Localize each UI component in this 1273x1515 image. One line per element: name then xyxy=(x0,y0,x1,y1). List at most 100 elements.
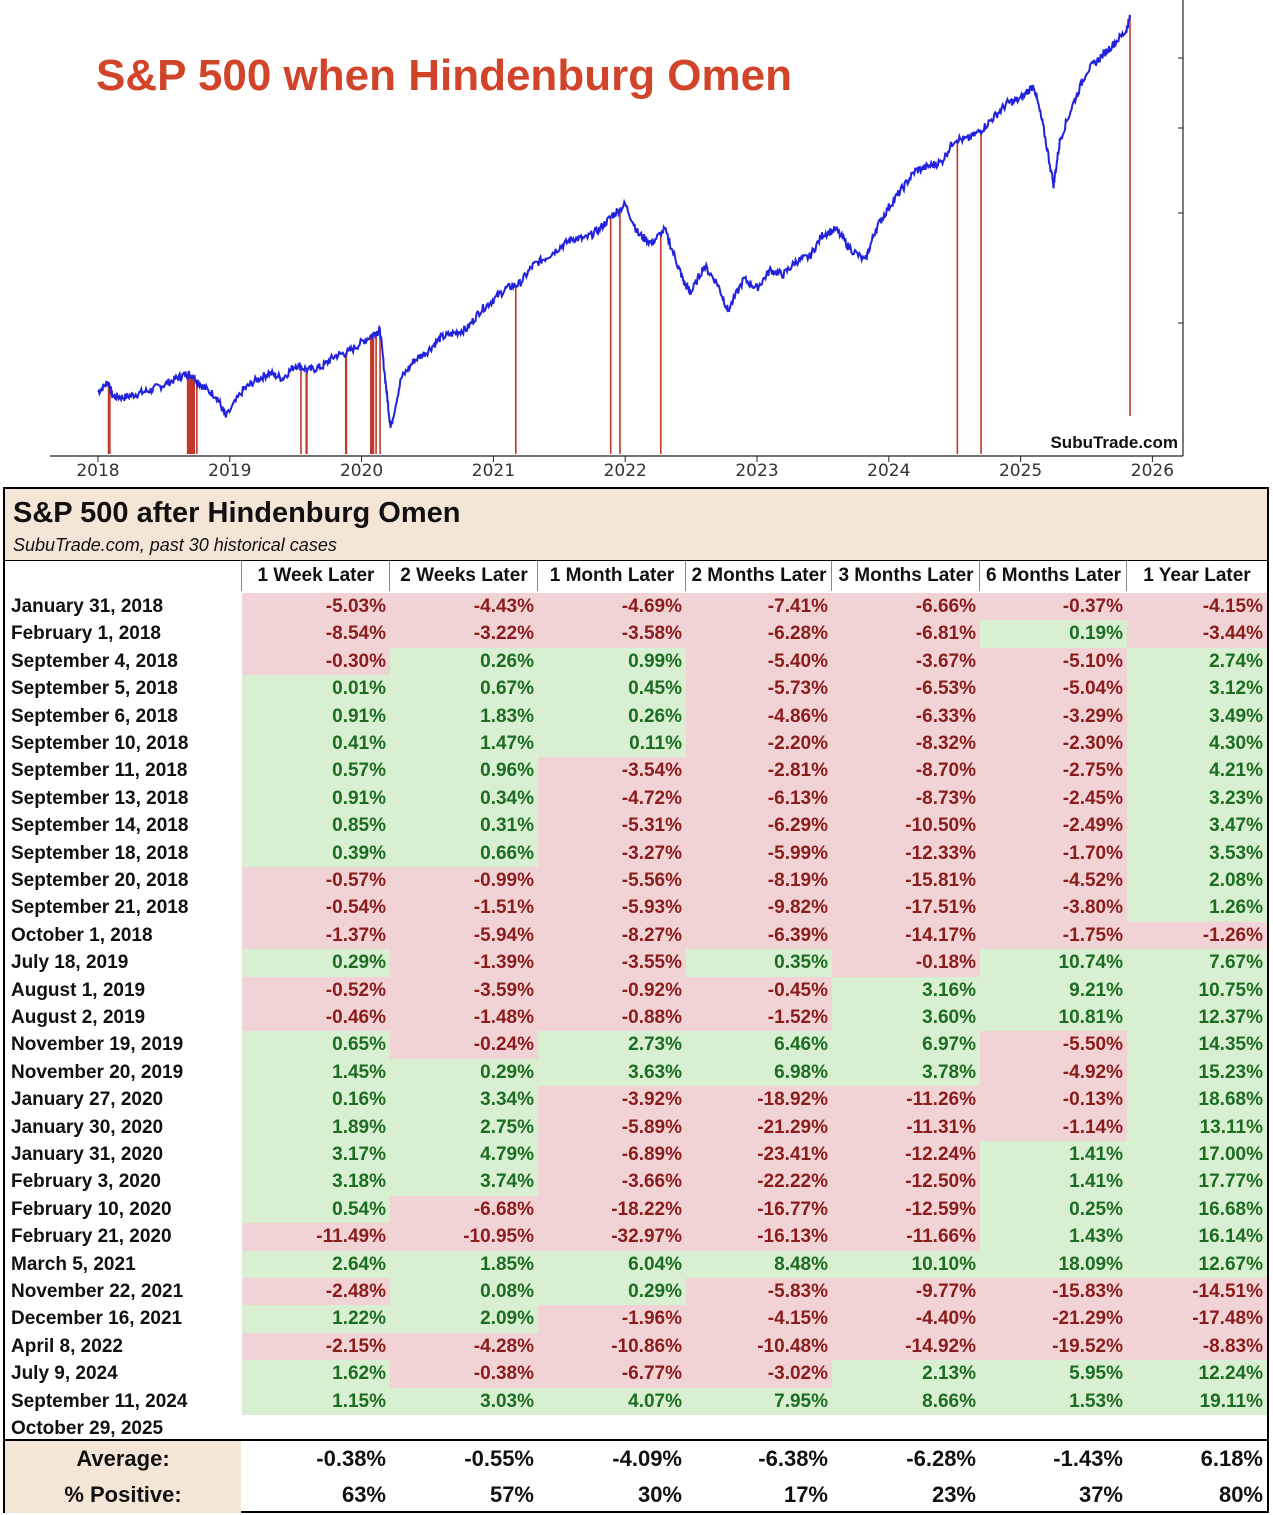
table-header: S&P 500 after Hindenburg Omen SubuTrade.… xyxy=(5,489,1267,561)
value-cell: 3.63% xyxy=(538,1058,686,1087)
value-cell: 3.78% xyxy=(832,1058,980,1087)
value-cell: -1.37% xyxy=(242,921,390,950)
value-cell: -5.10% xyxy=(980,647,1127,676)
table-row: September 4, 2018 -0.30% 0.26% 0.99% -5.40% -… xyxy=(5,647,1267,676)
value-cell: -17.48% xyxy=(1127,1305,1267,1333)
summary-value: 37% xyxy=(1078,1482,1123,1507)
value-cell: -0.24% xyxy=(390,1031,538,1059)
value-cell: 15.23% xyxy=(1127,1058,1267,1087)
value-cell: 4.07% xyxy=(538,1387,686,1415)
value-cell: -8.32% xyxy=(832,730,980,758)
table-row: February 21, 2020 -11.49% -10.95% -32.97% -1… xyxy=(5,1223,1267,1251)
value-cell: 18.09% xyxy=(980,1250,1127,1278)
value-cell: -9.77% xyxy=(832,1278,980,1306)
value-cell: -4.15% xyxy=(1127,593,1267,621)
value-cell: 8.48% xyxy=(686,1250,832,1278)
column-separator xyxy=(537,561,538,591)
value-cell: 2.13% xyxy=(832,1360,980,1388)
row-date: January 30, 2020 xyxy=(11,1116,164,1138)
value-cell: 6.97% xyxy=(832,1031,980,1059)
row-date: October 29, 2025 xyxy=(11,1418,164,1439)
value-cell: -5.03% xyxy=(242,593,390,621)
column-separator xyxy=(831,561,832,591)
value-cell: 6.98% xyxy=(686,1058,832,1087)
x-tick-label: 2018 xyxy=(76,461,119,481)
value-cell: -17.51% xyxy=(832,894,980,922)
value-cell: 1.41% xyxy=(980,1168,1127,1196)
value-cell: 0.08% xyxy=(390,1278,538,1306)
table-row: September 14, 2018 0.85% 0.31% -5.31% -6.29%… xyxy=(5,812,1267,840)
value-cell: -6.77% xyxy=(538,1360,686,1388)
value-cell: -10.48% xyxy=(686,1332,832,1361)
x-tick-label: 2021 xyxy=(472,461,515,481)
table-row: January 30, 2020 1.89% 2.75% -5.89% -21.29% -… xyxy=(5,1113,1267,1141)
summary-value: 57% xyxy=(489,1482,534,1507)
table-row: December 16, 2021 1.22% 2.09% -1.96% -4.15% -… xyxy=(5,1305,1267,1333)
value-cell: 0.39% xyxy=(242,839,390,867)
value-cell: -0.30% xyxy=(242,647,390,676)
row-date: September 11, 2018 xyxy=(11,760,188,782)
table-row: October 29, 2025 xyxy=(5,1415,1267,1442)
column-separator xyxy=(389,561,390,591)
value-cell: 1.83% xyxy=(390,702,538,730)
value-cell: 2.08% xyxy=(1127,867,1267,895)
table-row: August 2, 2019 -0.46% -1.48% -0.88% -1.52% 3.… xyxy=(5,1004,1267,1032)
value-cell: -0.37% xyxy=(980,593,1127,621)
value-cell: -2.30% xyxy=(980,730,1127,758)
table-row: February 10, 2020 0.54% -6.68% -18.22% -16.7… xyxy=(5,1195,1267,1224)
value-cell: -5.31% xyxy=(538,812,686,840)
column-header: 3 Months Later xyxy=(838,565,974,586)
value-cell: -1.51% xyxy=(390,894,538,922)
summary-label: Average: xyxy=(5,1441,241,1477)
value-cell: -4.92% xyxy=(980,1058,1127,1087)
value-cell: -12.24% xyxy=(832,1141,980,1169)
value-cell: -6.66% xyxy=(832,593,980,621)
sp500-chart: 2018 2019 2020 2021 2022 2023 2024 2025 2026 S&P… xyxy=(0,0,1273,485)
value-cell: 3.47% xyxy=(1127,812,1267,840)
row-date: February 1, 2018 xyxy=(11,623,161,645)
value-cell: -21.29% xyxy=(980,1305,1127,1333)
value-cell: -6.89% xyxy=(538,1141,686,1169)
row-date: August 2, 2019 xyxy=(11,1007,146,1028)
value-cell: -3.80% xyxy=(980,894,1127,922)
x-tick-label: 2024 xyxy=(867,461,910,481)
value-cell: 2.75% xyxy=(390,1113,538,1141)
value-cell: -8.54% xyxy=(242,620,390,648)
value-cell: -3.54% xyxy=(538,757,686,785)
table-row: January 31, 2020 3.17% 4.79% -6.89% -23.41% -… xyxy=(5,1141,1267,1169)
summary-value: -0.38% xyxy=(316,1446,386,1471)
value-cell: -14.51% xyxy=(1127,1278,1267,1306)
value-cell: 6.04% xyxy=(538,1250,686,1278)
value-cell: -1.52% xyxy=(686,1004,832,1032)
column-header: 1 Month Later xyxy=(549,565,675,586)
value-cell: -1.75% xyxy=(980,921,1127,950)
value-cell: -3.44% xyxy=(1127,620,1267,648)
row-date: September 4, 2018 xyxy=(11,650,178,672)
column-header: 1 Week Later xyxy=(257,565,375,586)
value-cell: -32.97% xyxy=(538,1223,686,1251)
value-cell: 17.00% xyxy=(1127,1141,1267,1169)
value-cell: 10.81% xyxy=(980,1004,1127,1032)
value-cell: -4.15% xyxy=(686,1305,832,1333)
table-row: September 11, 2018 0.57% 0.96% -3.54% -2.81%… xyxy=(5,757,1267,785)
value-cell: 0.25% xyxy=(980,1195,1127,1224)
value-cell: -4.43% xyxy=(390,593,538,621)
summary-value: 6.18% xyxy=(1200,1446,1263,1471)
y-ticks xyxy=(1178,57,1183,324)
value-cell: 0.26% xyxy=(390,647,538,676)
column-header-row: 1 Week Later 2 Weeks Later 1 Month Later 2 … xyxy=(5,561,1267,591)
table-title: S&P 500 after Hindenburg Omen xyxy=(13,497,461,529)
value-cell: -0.88% xyxy=(538,1004,686,1032)
value-cell: 7.67% xyxy=(1127,949,1267,977)
value-cell: 2.64% xyxy=(242,1250,390,1278)
summary-label: % Positive: xyxy=(5,1477,241,1513)
signal-lines xyxy=(107,17,1131,454)
value-cell: -8.73% xyxy=(832,784,980,813)
value-cell: 13.11% xyxy=(1127,1113,1267,1141)
summary-value: 63% xyxy=(341,1482,386,1507)
column-separator xyxy=(685,561,686,591)
summary-value: 23% xyxy=(931,1482,976,1507)
value-cell: -18.22% xyxy=(538,1195,686,1224)
x-tick-label: 2023 xyxy=(735,461,778,481)
table-row: September 5, 2018 0.01% 0.67% 0.45% -5.73% -6… xyxy=(5,675,1267,703)
